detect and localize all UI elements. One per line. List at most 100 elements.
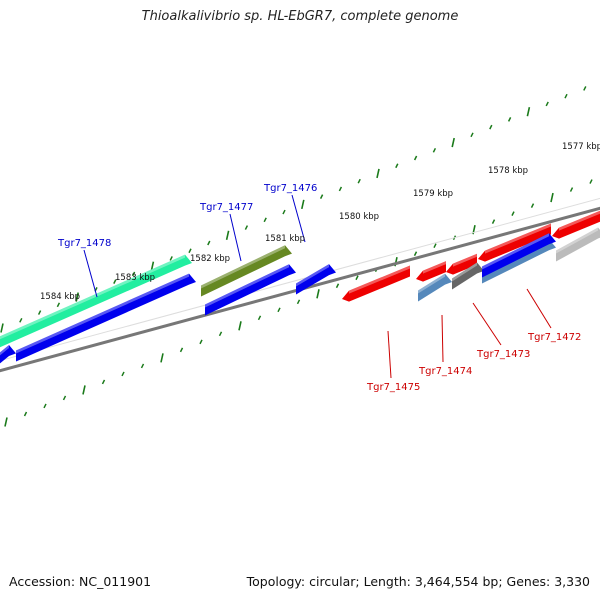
cds-tgr7-1478 — [0, 254, 192, 348]
gene-label: Tgr7_1477 — [199, 202, 253, 213]
outer-tick — [19, 317, 23, 323]
outer-tick — [0, 323, 4, 333]
inner-tick — [530, 203, 535, 208]
outer-tick — [150, 261, 155, 271]
outer-tick — [225, 230, 230, 240]
outer-tick — [489, 124, 493, 130]
gene-leader-line — [229, 213, 242, 262]
gene-label: Tgr7_1476 — [263, 183, 317, 194]
inner-tick — [316, 289, 320, 299]
outer-tick — [169, 256, 173, 261]
outer-tick — [507, 117, 512, 122]
scale-tick-label: 1578 kbp — [488, 166, 528, 176]
inner-tick — [179, 347, 184, 353]
labels: 1584 kbp 1583 kbp 1582 kbp 1581 kbp 1580 kbp… — [40, 142, 600, 393]
scale-tick-label: 1584 kbp — [40, 292, 80, 302]
outer-tick — [75, 292, 79, 302]
outer-tick — [564, 93, 568, 99]
cds-blue-left — [0, 344, 16, 364]
inner-tick — [121, 371, 125, 377]
inner-tick — [550, 192, 554, 203]
tick-marks — [0, 86, 593, 427]
inner-tick — [82, 385, 86, 395]
inner-tick — [62, 395, 67, 401]
cds-red-small-1 — [416, 261, 446, 282]
outer-tick — [413, 155, 418, 161]
inner-tick — [199, 339, 203, 345]
scale-tick-label: 1583 kbp — [115, 273, 155, 283]
inner-tick — [569, 187, 574, 192]
cds-red-large — [478, 223, 551, 262]
gene-label: Tgr7_1474 — [418, 366, 472, 377]
genome-summary: Topology: circular; Length: 3,464,554 bp… — [246, 574, 590, 589]
outer-tick — [432, 147, 437, 153]
cds-grey-edge — [556, 227, 600, 262]
inner-tick — [355, 275, 359, 281]
inner-tick — [218, 331, 223, 337]
inner-tick — [257, 315, 262, 321]
gene-leader-line — [291, 194, 306, 243]
cds-tgr7-1476 — [296, 264, 336, 295]
cds-blue-1 — [16, 273, 196, 362]
gene-leader-line — [472, 302, 502, 346]
cds-blue-3 — [482, 233, 556, 278]
outer-tick — [338, 186, 343, 192]
feature-track — [0, 210, 600, 364]
cds-tgr7-1475 — [342, 265, 410, 302]
inner-tick — [101, 379, 106, 385]
scale-tick-label: 1580 kbp — [339, 212, 379, 222]
inner-tick — [43, 403, 47, 409]
outer-tick — [113, 279, 117, 284]
inner-tick — [23, 411, 28, 417]
map-title: Thioalkalivibrio sp. HL-EbGR7, complete … — [141, 9, 459, 24]
outer-tick — [376, 168, 380, 179]
cds-tgr7-1473 — [452, 262, 484, 290]
backbone-highlight — [0, 197, 600, 362]
cds-red-small-2 — [446, 253, 477, 275]
cds-tgr7-1477 — [201, 245, 292, 297]
gene-leader-line — [441, 314, 444, 363]
outer-tick — [56, 302, 61, 308]
outer-tick — [319, 194, 324, 199]
scale-tick-label: 1579 kbp — [413, 189, 453, 199]
outer-tick — [357, 178, 361, 184]
gene-leader-line — [387, 330, 392, 379]
outer-tick — [207, 240, 211, 246]
outer-tick — [263, 217, 267, 223]
gene-label: Tgr7_1473 — [476, 349, 530, 360]
gene-label: Tgr7_1472 — [527, 332, 581, 343]
inner-tick — [491, 219, 496, 224]
cds-blue-2 — [205, 264, 296, 316]
inner-tick — [511, 211, 515, 216]
cds-tgr7-1474 — [418, 273, 452, 302]
inner-tick — [433, 243, 437, 249]
outer-tick — [282, 209, 286, 215]
label-leaders — [83, 194, 552, 379]
scale-tick-label: 1581 kbp — [265, 234, 305, 244]
gene-label: Tgr7_1475 — [366, 382, 420, 393]
outer-tick — [395, 163, 399, 169]
outer-tick — [131, 271, 136, 277]
inner-tick — [140, 363, 145, 369]
outer-tick — [545, 101, 549, 107]
outer-tick — [301, 199, 305, 210]
outer-tick — [451, 137, 455, 148]
inner-tick — [413, 251, 418, 257]
cds-red-edge — [552, 210, 600, 239]
inner-tick — [238, 321, 242, 331]
gene-leader-line — [83, 249, 98, 298]
accession-label: Accession: NC_011901 — [9, 574, 152, 589]
outer-tick — [244, 225, 249, 230]
inner-tick — [589, 179, 593, 184]
outer-tick — [37, 310, 42, 315]
inner-tick — [160, 353, 164, 363]
scale-tick-label: 1582 kbp — [190, 254, 230, 264]
outer-tick — [583, 86, 587, 91]
outer-tick — [526, 106, 531, 117]
outer-tick — [188, 248, 192, 254]
scale-tick-label: 1577 kbp — [562, 142, 600, 152]
inner-tick — [277, 307, 281, 313]
inner-tick — [296, 299, 301, 305]
inner-tick — [335, 283, 340, 289]
